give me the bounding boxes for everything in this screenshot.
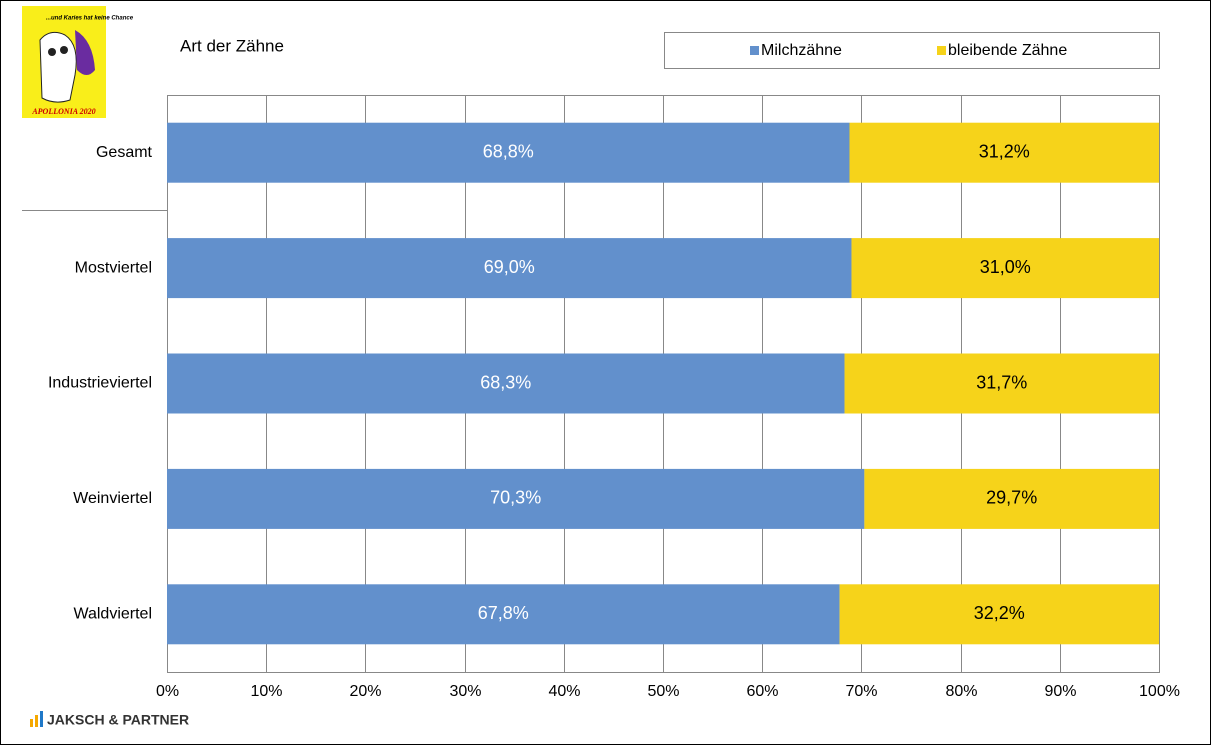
x-tick-label: 80% [945, 683, 977, 700]
y-tick-label: Weinviertel [73, 490, 152, 507]
footer-icon [35, 715, 38, 727]
x-tick-label: 40% [548, 683, 580, 700]
legend-label: Milchzähne [761, 42, 842, 59]
x-tick-label: 60% [746, 683, 778, 700]
data-label: 31,2% [979, 141, 1030, 161]
bar [844, 353, 1159, 414]
bar [167, 584, 840, 645]
bar [849, 122, 1159, 183]
logo-tooth [39, 31, 77, 103]
x-tick-label: 30% [449, 683, 481, 700]
y-tick-label: Mostviertel [75, 259, 152, 276]
footer-logo: JAKSCH & PARTNER [30, 711, 189, 728]
bar [167, 468, 865, 529]
x-tick-label: 10% [250, 683, 282, 700]
bar [851, 238, 1159, 299]
x-tick-label: 70% [845, 683, 877, 700]
legend-label: bleibende Zähne [948, 42, 1067, 59]
logo-brush [75, 30, 95, 75]
logo-eye [48, 48, 56, 56]
chart-title: Art der Zähne [180, 36, 284, 55]
logo-caption: APOLLONIA 2020 [31, 107, 95, 116]
bar [167, 238, 852, 299]
footer-icon [30, 719, 33, 727]
data-label: 31,0% [980, 257, 1031, 277]
logo-eye [60, 46, 68, 54]
legend-swatch [937, 46, 946, 55]
data-label: 32,2% [974, 603, 1025, 623]
data-label: 29,7% [986, 488, 1037, 508]
footer-icon [40, 711, 43, 727]
logo-slogan: ...und Karies hat keine Chance [46, 16, 134, 22]
data-label: 67,8% [478, 603, 529, 623]
x-tick-label: 50% [647, 683, 679, 700]
data-label: 31,7% [976, 372, 1027, 392]
bar [167, 353, 845, 414]
x-tick-label: 100% [1139, 683, 1180, 700]
x-tick-label: 20% [349, 683, 381, 700]
bar [839, 584, 1159, 645]
data-label: 68,8% [483, 141, 534, 161]
footer-text: JAKSCH & PARTNER [47, 712, 189, 728]
y-tick-label: Gesamt [96, 144, 153, 161]
bar [864, 468, 1159, 529]
legend [664, 32, 1160, 69]
data-label: 70,3% [490, 488, 541, 508]
data-label: 68,3% [480, 372, 531, 392]
x-tick-label: 90% [1044, 683, 1076, 700]
data-label: 69,0% [484, 257, 535, 277]
bar [167, 122, 850, 183]
logo: ...und Karies hat keine Chance APOLLONIA… [22, 6, 134, 118]
legend-swatch [750, 46, 759, 55]
y-tick-label: Waldviertel [73, 606, 152, 623]
y-tick-label: Industrieviertel [48, 375, 152, 392]
x-tick-label: 0% [156, 683, 179, 700]
